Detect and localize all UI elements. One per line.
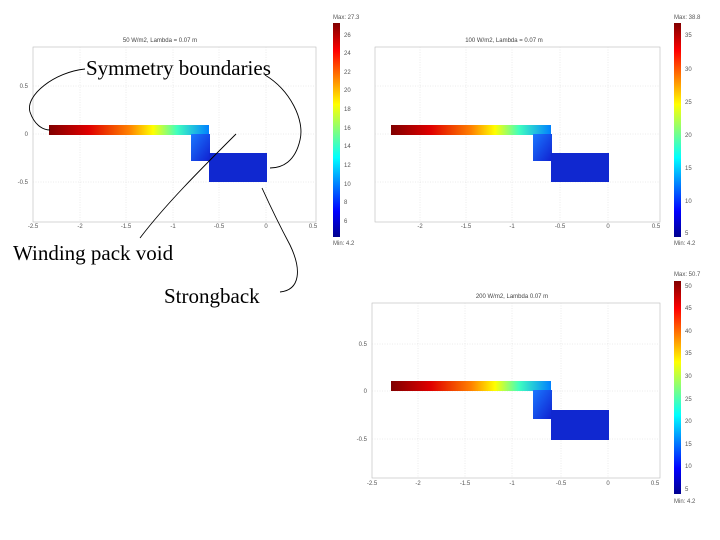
geometry [391, 125, 609, 182]
x-tick: -2 [417, 224, 423, 230]
symmetry-leader-left [29, 68, 86, 131]
colorbar-tick: 12 [344, 163, 351, 169]
x-tick: -0.5 [556, 481, 567, 487]
x-tick: -1 [170, 224, 176, 230]
colorbar-tick: 24 [344, 51, 351, 57]
y-tick: 0 [25, 132, 29, 138]
panel-title: 50 W/m2, Lambda = 0.07 m [123, 38, 197, 44]
x-tick: -1 [509, 481, 515, 487]
heat-bar [391, 125, 551, 135]
winding-step [533, 134, 552, 161]
colorbar-tick: 50 [685, 284, 692, 290]
x-tick: -1.5 [121, 224, 132, 230]
x-tick-labels: -2 -1.5 -1 -0.5 0 0.5 [417, 224, 661, 230]
y-tick: -0.5 [18, 180, 29, 186]
winding-step [191, 134, 210, 161]
colorbar-tick: 5 [685, 487, 689, 493]
winding-leader [139, 133, 237, 239]
colorbar-tick: 30 [685, 67, 692, 73]
x-tick: -1 [509, 224, 515, 230]
colorbar-tick: 16 [344, 126, 351, 132]
colorbar-min: Min: 4.2 [674, 499, 696, 505]
strongback-label: Strongback [164, 284, 260, 308]
y-tick: 0.5 [359, 342, 368, 348]
y-tick-labels: 0.5 0 -0.5 [357, 342, 368, 443]
colorbar-tick: 22 [344, 70, 351, 76]
x-tick: -1.5 [460, 481, 471, 487]
strongback-block [551, 410, 609, 440]
heat-bar [49, 125, 209, 135]
colorbar-tick: 30 [685, 374, 692, 380]
colorbar: Max: 38.8 Min: 4.2 35 30 25 20 15 10 5 [674, 15, 701, 247]
x-tick: -2 [77, 224, 83, 230]
colorbar-tick: 5 [685, 231, 689, 237]
colorbar-tick: 18 [344, 107, 351, 113]
colorbar-tick: 6 [344, 219, 348, 225]
colorbar-max: Max: 27.3 [333, 15, 360, 21]
colorbar-min: Min: 4.2 [333, 241, 355, 247]
colorbar-tick: 35 [685, 351, 692, 357]
x-tick: -2 [415, 481, 421, 487]
x-tick: -2.5 [28, 224, 39, 230]
colorbar-min: Min: 4.2 [674, 241, 696, 247]
x-tick: -1.5 [461, 224, 472, 230]
colorbar-scale [674, 23, 681, 237]
x-tick-labels: -2.5 -2 -1.5 -1 -0.5 0 0.5 [367, 481, 660, 487]
colorbar-tick: 26 [344, 33, 351, 39]
panel-1: 50 W/m2, Lambda = 0.07 m -2.5 -2 -1.5 -1… [18, 15, 360, 247]
annotation-leaders [29, 68, 302, 293]
panel-2: 100 W/m2, Lambda = 0.07 m -2 -1.5 -1 -0.… [374, 15, 701, 247]
strongback-block [551, 153, 609, 182]
colorbar-max: Max: 38.8 [674, 15, 701, 21]
colorbar-tick: 45 [685, 306, 692, 312]
winding-pack-void-label: Winding pack void [13, 241, 174, 265]
colorbar-tick: 10 [685, 464, 692, 470]
colorbar-tick: 35 [685, 33, 692, 39]
colorbar-scale [674, 281, 681, 494]
geometry [391, 381, 609, 440]
x-tick: 0.5 [651, 481, 660, 487]
colorbar: Max: 50.7 Min: 4.2 50 45 40 35 30 25 20 … [674, 272, 701, 505]
symmetry-leader-right [264, 74, 302, 169]
colorbar-tick: 20 [685, 419, 692, 425]
y-tick: 0 [364, 389, 368, 395]
colorbar: Max: 27.3 Min: 4.2 26 24 22 20 18 16 14 … [333, 15, 360, 247]
x-tick: -0.5 [555, 224, 566, 230]
colorbar-tick: 15 [685, 166, 692, 172]
colorbar-tick: 20 [344, 88, 351, 94]
strongback-block [209, 153, 267, 182]
colorbar-max: Max: 50.7 [674, 272, 701, 278]
colorbar-tick: 25 [685, 397, 692, 403]
y-tick-labels: 0.5 0 -0.5 [18, 84, 29, 186]
geometry [49, 125, 267, 182]
x-tick: 0.5 [652, 224, 661, 230]
colorbar-tick: 15 [685, 442, 692, 448]
x-tick: 0 [264, 224, 268, 230]
colorbar-tick: 25 [685, 100, 692, 106]
panel-3: 200 W/m2, Lambda 0.07 m -2.5 -2 -1.5 -1 … [357, 272, 701, 505]
colorbar-tick: 10 [685, 199, 692, 205]
strongback-leader [261, 187, 298, 293]
colorbar-tick: 10 [344, 182, 351, 188]
symmetry-boundaries-label: Symmetry boundaries [86, 56, 271, 80]
colorbar-tick: 40 [685, 329, 692, 335]
x-tick: -0.5 [214, 224, 225, 230]
winding-step [533, 390, 552, 419]
colorbar-tick: 20 [685, 133, 692, 139]
y-tick: -0.5 [357, 437, 368, 443]
heat-bar [391, 381, 551, 391]
x-tick: 0 [606, 224, 610, 230]
x-tick: 0 [606, 481, 610, 487]
x-tick: -2.5 [367, 481, 378, 487]
x-tick: 0.5 [309, 224, 318, 230]
panel-title: 100 W/m2, Lambda = 0.07 m [465, 38, 543, 44]
colorbar-tick: 8 [344, 200, 348, 206]
y-tick: 0.5 [20, 84, 29, 90]
colorbar-tick: 14 [344, 144, 351, 150]
colorbar-scale [333, 23, 340, 237]
x-tick-labels: -2.5 -2 -1.5 -1 -0.5 0 0.5 [28, 224, 318, 230]
panel-title: 200 W/m2, Lambda 0.07 m [476, 294, 548, 300]
